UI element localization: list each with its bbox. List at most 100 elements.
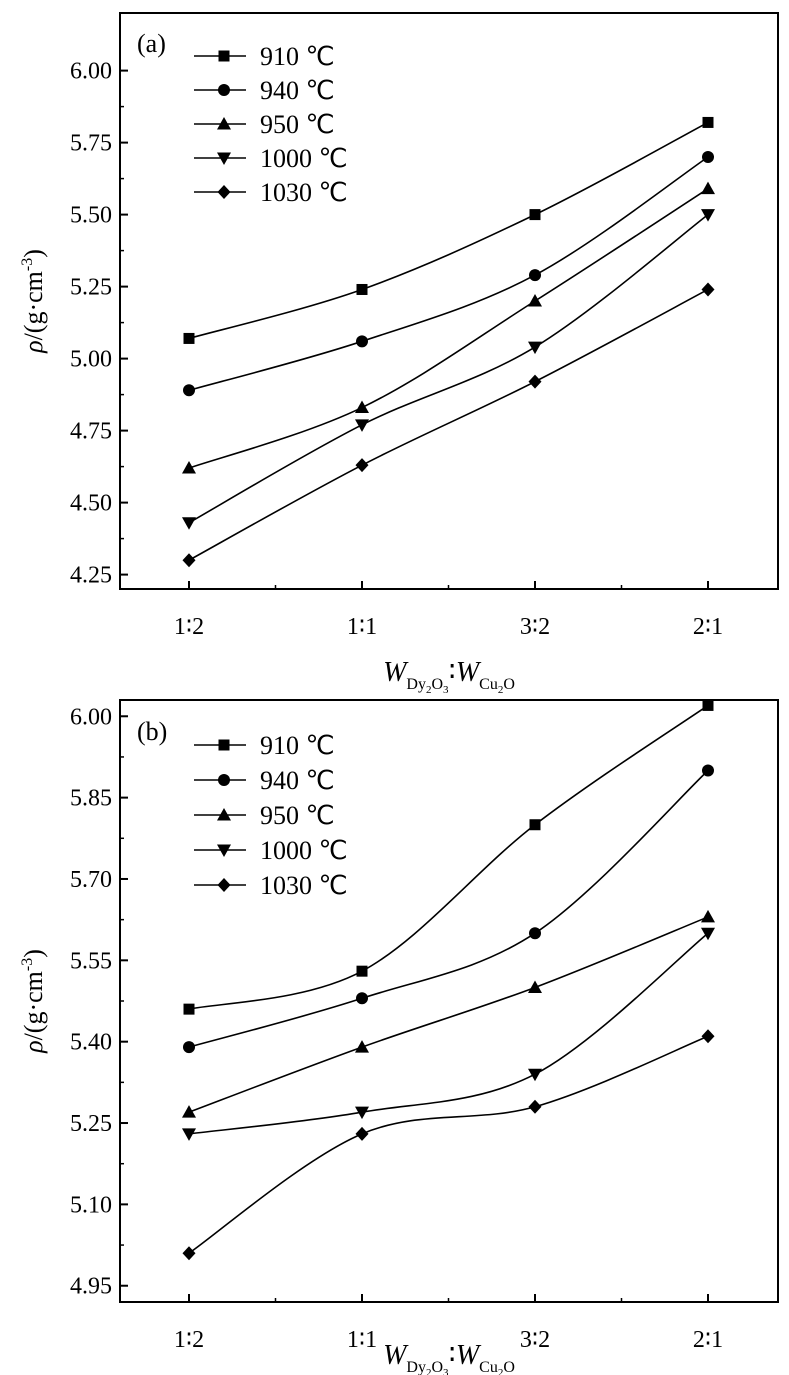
data-point bbox=[182, 1246, 196, 1261]
series-line bbox=[188, 916, 709, 1113]
x-tick-label: 1∶1 bbox=[347, 1327, 377, 1353]
series-line bbox=[188, 213, 709, 524]
x-axis-sub2: Cu bbox=[479, 1359, 498, 1375]
y-tick-label: 5.85 bbox=[70, 786, 112, 812]
y-axis-title: ρ/(g·cm-3) bbox=[19, 249, 48, 354]
y-axis-exponent: -3 bbox=[19, 258, 36, 271]
data-point bbox=[182, 553, 196, 568]
data-point bbox=[355, 1106, 369, 1120]
data-point bbox=[701, 927, 715, 941]
data-point bbox=[183, 332, 195, 344]
legend-marker bbox=[217, 878, 231, 892]
y-tick-label: 5.75 bbox=[70, 131, 112, 157]
data-point bbox=[182, 1128, 196, 1141]
series-triangle-up bbox=[182, 181, 715, 474]
series-line bbox=[188, 288, 709, 561]
data-point bbox=[183, 1041, 195, 1054]
series-circle bbox=[183, 151, 714, 397]
x-tick-label: 1∶1 bbox=[347, 614, 377, 640]
x-tick-label: 3∶2 bbox=[520, 1327, 550, 1353]
y-tick-label: 5.25 bbox=[70, 1111, 112, 1137]
data-point bbox=[183, 384, 195, 397]
x-axis-sub1-o: O bbox=[431, 1359, 443, 1375]
x-tick-label: 3∶2 bbox=[520, 614, 550, 640]
series-line bbox=[188, 1035, 709, 1254]
x-axis-sub1-n2: 3 bbox=[443, 684, 449, 696]
y-tick-label: 4.25 bbox=[70, 563, 112, 589]
x-tick-label: 2∶1 bbox=[693, 1327, 723, 1353]
y-tick-label: 4.95 bbox=[70, 1274, 112, 1300]
legend-label: 950 ℃ bbox=[260, 110, 335, 139]
x-axis-sub2: Cu bbox=[479, 676, 498, 693]
x-axis-sub1-o: O bbox=[431, 676, 443, 693]
legend: 910 ℃ 940 ℃ 950 ℃ 1000 ℃ 1030 ℃ bbox=[194, 731, 348, 900]
y-axis-rho: ρ bbox=[19, 340, 48, 353]
y-tick-label: 4.75 bbox=[70, 419, 112, 445]
series-diamond bbox=[182, 282, 715, 568]
series-square bbox=[183, 699, 714, 1015]
legend-marker bbox=[218, 84, 230, 96]
x-axis-w2: W bbox=[456, 657, 482, 688]
series-line bbox=[188, 188, 709, 469]
data-point bbox=[528, 374, 542, 389]
legend-item: 940 ℃ bbox=[194, 766, 335, 795]
data-point bbox=[182, 461, 196, 474]
y-tick-label: 5.70 bbox=[70, 867, 112, 893]
chart-panel-a: 4.25 4.50 4.75 5.00 5.25 5.50 5.75 6.00 1∶2 1∶1 3∶… bbox=[19, 12, 779, 696]
legend-label: 1030 ℃ bbox=[260, 871, 348, 900]
y-tick-label: 5.40 bbox=[70, 1030, 112, 1056]
data-point bbox=[355, 400, 369, 414]
legend-marker bbox=[217, 117, 231, 130]
series-triangle-down bbox=[182, 209, 715, 530]
data-point bbox=[182, 517, 196, 530]
data-point bbox=[528, 294, 542, 307]
legend-item: 950 ℃ bbox=[194, 801, 335, 830]
y-axis-unit: /(g·cm bbox=[19, 271, 48, 340]
legend-label: 910 ℃ bbox=[260, 42, 335, 71]
data-point bbox=[355, 1040, 369, 1053]
data-point bbox=[529, 209, 541, 221]
data-point bbox=[355, 458, 369, 473]
data-point bbox=[356, 335, 368, 348]
series-square bbox=[183, 116, 714, 344]
plot-frame bbox=[119, 12, 779, 590]
legend-marker bbox=[217, 844, 231, 857]
y-axis-close: ) bbox=[19, 249, 48, 258]
y-axis-title: ρ/(g·cm-3) bbox=[19, 949, 48, 1054]
x-axis-title: WDy2O3∶WCu2O bbox=[383, 1340, 515, 1375]
x-axis-w2: W bbox=[456, 1340, 482, 1371]
y-tick-label: 5.00 bbox=[70, 347, 112, 373]
data-point bbox=[183, 1003, 195, 1015]
legend-label: 910 ℃ bbox=[260, 731, 335, 760]
data-point bbox=[355, 419, 369, 432]
x-axis-sub1-n: 2 bbox=[426, 684, 432, 696]
y-axis-unit: /(g·cm bbox=[19, 971, 48, 1040]
x-tick-label: 2∶1 bbox=[693, 614, 723, 640]
legend-marker bbox=[218, 50, 230, 62]
y-tick-label: 5.10 bbox=[70, 1192, 112, 1218]
x-axis-w1: W bbox=[383, 657, 409, 688]
data-point bbox=[356, 283, 368, 295]
x-tick-label: 1∶2 bbox=[174, 1327, 204, 1353]
legend-item: 940 ℃ bbox=[194, 76, 335, 105]
series-line bbox=[188, 932, 709, 1135]
panel-label: (a) bbox=[137, 29, 166, 58]
legend-item: 910 ℃ bbox=[194, 731, 335, 760]
data-point bbox=[355, 1126, 369, 1141]
series-line bbox=[188, 156, 709, 392]
plot-frame bbox=[119, 699, 779, 1303]
x-axis-title: WDy2O3∶WCu2O bbox=[383, 657, 515, 696]
x-axis-sub1-n: 2 bbox=[426, 1367, 432, 1375]
legend-marker bbox=[217, 152, 231, 165]
legend-label: 950 ℃ bbox=[260, 801, 335, 830]
x-axis-sub1: Dy bbox=[406, 676, 426, 693]
series-circle bbox=[183, 764, 714, 1054]
series-line bbox=[188, 704, 709, 1010]
y-axis-rho: ρ bbox=[19, 1040, 48, 1053]
x-tick-label: 1∶2 bbox=[174, 614, 204, 640]
series-triangle-down bbox=[182, 927, 715, 1141]
y-tick-label: 6.00 bbox=[70, 704, 112, 730]
legend-item: 1030 ℃ bbox=[194, 178, 348, 207]
data-point bbox=[528, 1099, 542, 1114]
